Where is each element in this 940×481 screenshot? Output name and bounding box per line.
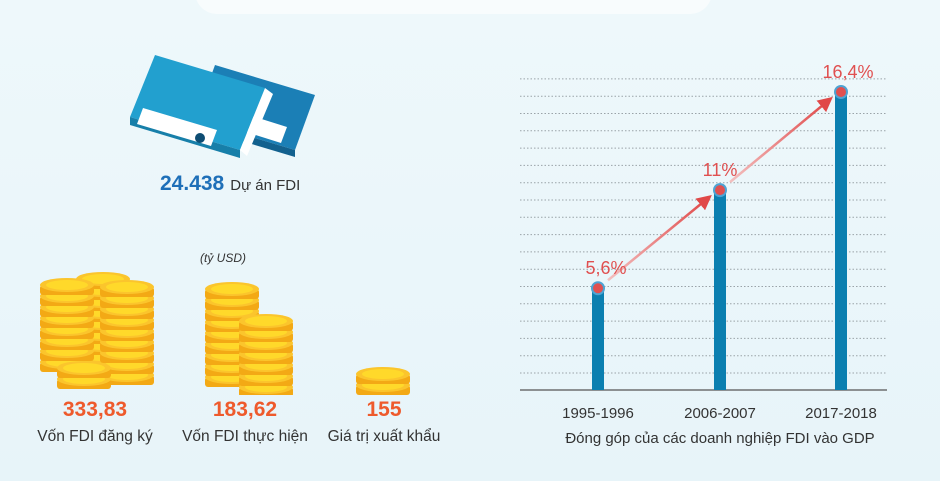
data-label: 16,4% bbox=[822, 62, 873, 82]
data-label: 5,6% bbox=[585, 258, 626, 278]
stat-value-export: 155 bbox=[366, 398, 402, 421]
projects-stat: 24.438 Dự án FDI bbox=[160, 172, 300, 196]
chart-title: Đóng góp của các doanh nghiệp FDI vào GD… bbox=[565, 430, 874, 447]
projects-label: Dự án FDI bbox=[230, 177, 301, 194]
stat-label-export: Giá trị xuất khẩu bbox=[327, 428, 441, 445]
unit-note: (tỷ USD) bbox=[200, 251, 246, 265]
projects-value: 24.438 bbox=[160, 172, 225, 195]
stat-label-disbursed: Vốn FDI thực hiện bbox=[182, 428, 308, 445]
coin-stack bbox=[356, 367, 410, 395]
data-label: 11% bbox=[703, 160, 738, 180]
stat-value-registered: 333,83 bbox=[62, 398, 128, 421]
stat-value-disbursed: 183,62 bbox=[212, 398, 278, 421]
bar bbox=[835, 92, 847, 391]
coin-stack bbox=[205, 282, 259, 387]
coin-stack bbox=[40, 278, 94, 372]
x-tick-label: 2006-2007 bbox=[684, 405, 756, 422]
folders-icon bbox=[130, 55, 315, 158]
trend-arrow bbox=[729, 96, 833, 184]
data-point bbox=[593, 283, 603, 294]
trend-arrow bbox=[607, 194, 712, 282]
bar bbox=[592, 288, 604, 390]
coin-stack bbox=[239, 314, 293, 395]
coin-stack bbox=[100, 280, 154, 385]
data-point bbox=[836, 87, 846, 98]
top-panel bbox=[195, 0, 712, 14]
coin-stack bbox=[57, 361, 111, 389]
stat-label-registered: Vốn FDI đăng ký bbox=[37, 428, 153, 445]
data-point bbox=[715, 185, 725, 196]
coin-stacks bbox=[40, 272, 410, 395]
x-tick-label: 1995-1996 bbox=[562, 405, 634, 422]
bar bbox=[714, 190, 726, 390]
x-tick-label: 2017-2018 bbox=[805, 405, 877, 422]
